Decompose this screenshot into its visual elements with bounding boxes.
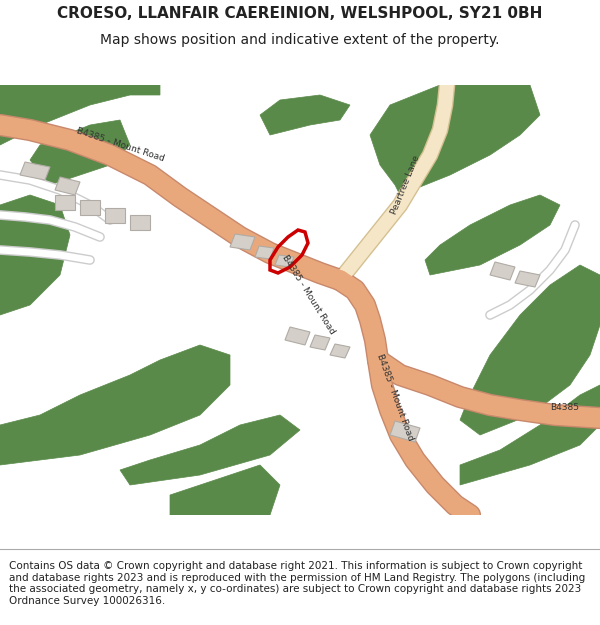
Polygon shape (460, 385, 600, 485)
Polygon shape (330, 344, 350, 358)
Polygon shape (105, 208, 125, 223)
Polygon shape (425, 195, 560, 275)
Polygon shape (515, 271, 540, 287)
Polygon shape (230, 234, 255, 250)
Text: B4385 - Mount Road: B4385 - Mount Road (280, 254, 336, 336)
Polygon shape (170, 465, 280, 515)
Polygon shape (55, 195, 75, 210)
Polygon shape (275, 255, 294, 267)
Polygon shape (370, 85, 540, 195)
Polygon shape (255, 246, 274, 259)
Polygon shape (285, 327, 310, 345)
Polygon shape (130, 215, 150, 230)
Text: Map shows position and indicative extent of the property.: Map shows position and indicative extent… (100, 33, 500, 47)
Text: B4385: B4385 (551, 402, 580, 411)
Polygon shape (80, 200, 100, 215)
Polygon shape (490, 262, 515, 280)
Text: B4385 - Mount Road: B4385 - Mount Road (75, 126, 165, 164)
Polygon shape (390, 421, 420, 442)
Polygon shape (55, 177, 80, 195)
Polygon shape (30, 120, 130, 185)
Text: CROESO, LLANFAIR CAEREINION, WELSHPOOL, SY21 0BH: CROESO, LLANFAIR CAEREINION, WELSHPOOL, … (58, 6, 542, 21)
Polygon shape (120, 415, 300, 485)
Polygon shape (0, 345, 230, 465)
Polygon shape (0, 85, 160, 145)
Polygon shape (20, 162, 50, 180)
Polygon shape (0, 195, 70, 315)
Text: Peartree Lane: Peartree Lane (389, 154, 421, 216)
Polygon shape (460, 265, 600, 435)
Polygon shape (260, 95, 350, 135)
Text: Contains OS data © Crown copyright and database right 2021. This information is : Contains OS data © Crown copyright and d… (9, 561, 585, 606)
Text: B4385 - Mount Road: B4385 - Mount Road (375, 352, 415, 442)
Polygon shape (310, 335, 330, 350)
